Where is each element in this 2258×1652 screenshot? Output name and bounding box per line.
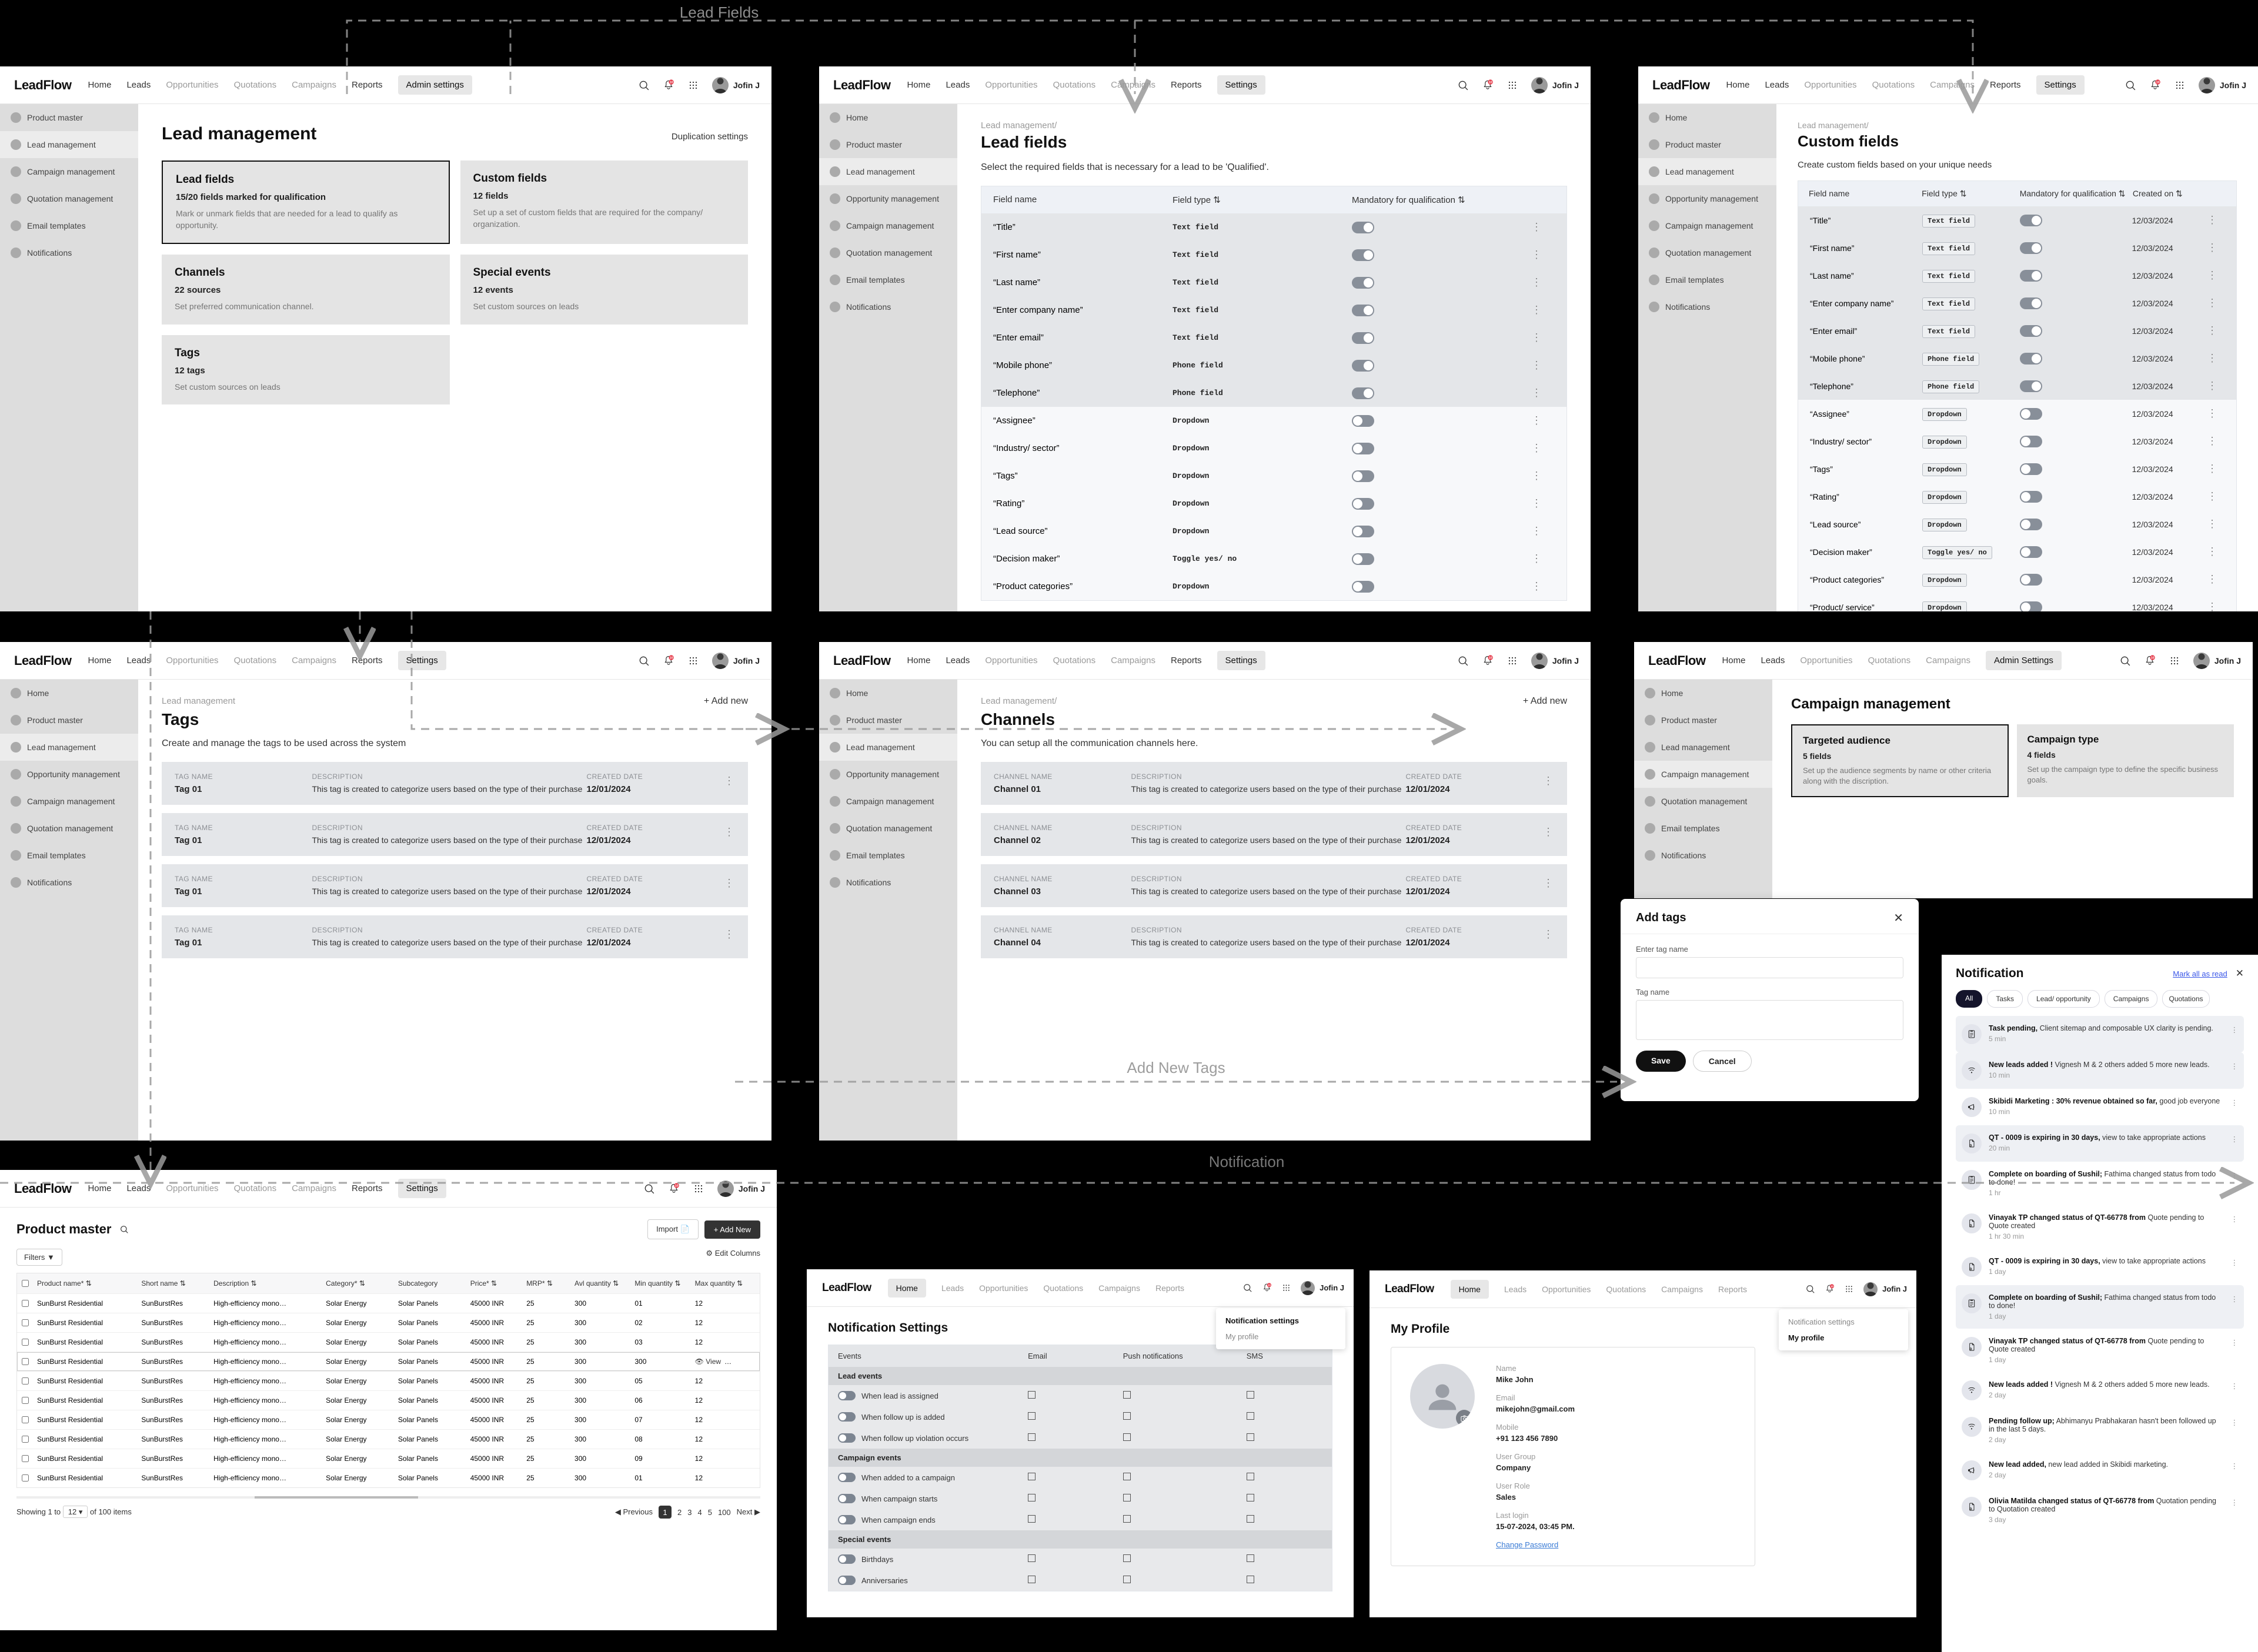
svg-text:Add New Tags: Add New Tags [1127, 1059, 1225, 1076]
svg-text:Notification: Notification [1209, 1153, 1285, 1171]
svg-text:Lead Fields: Lead Fields [680, 4, 759, 21]
